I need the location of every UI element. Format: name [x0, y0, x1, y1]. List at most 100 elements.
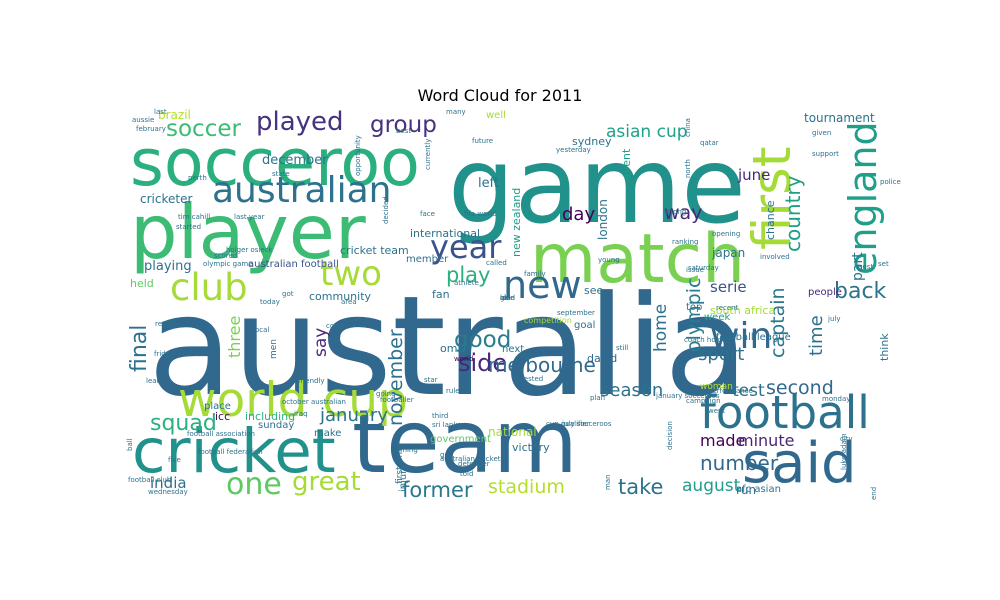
word-china: china [684, 118, 692, 137]
word-soccer: soccer [166, 116, 241, 142]
word-decision: decision [666, 421, 674, 450]
word-three: three [225, 316, 244, 358]
word-january: january [319, 405, 388, 426]
word-support: support [812, 150, 839, 158]
word-socceroo: socceroo [130, 126, 420, 201]
word-competition: competition [524, 316, 572, 325]
word-played: played [256, 107, 344, 137]
word-july-socceroos: july socceroos [561, 420, 612, 428]
word-football-association: football association [187, 430, 255, 438]
word-coming: coming [392, 446, 418, 454]
word-minute: minute [738, 431, 794, 450]
word-friday: friday [154, 350, 174, 358]
word-december: december [262, 153, 328, 168]
word-two: two [320, 254, 382, 294]
word-top: top [686, 302, 702, 313]
word-australian-football: australian football [248, 259, 339, 270]
word-new-zealand: new zealand [510, 188, 523, 257]
word-india: india [150, 474, 187, 492]
word-third: third [432, 412, 448, 420]
word-opportunity: opportunity [354, 135, 362, 176]
word-home: home [651, 304, 671, 352]
word-australia: australia [148, 266, 749, 427]
word-david: david [587, 352, 617, 365]
word-going: going [376, 390, 396, 398]
word-local: local [253, 326, 269, 334]
word-iraq: iraq [294, 410, 308, 418]
word-last-year: last year [234, 213, 265, 221]
chart-title: Word Cloud for 2011 [417, 86, 583, 105]
word-olympic: olympic [683, 278, 705, 352]
word-plan: plan [590, 394, 605, 402]
word-state: state [272, 170, 290, 178]
word-world-cup: world cup [178, 373, 408, 428]
word-friendly: friendly [298, 377, 325, 385]
word-olympic-game: olympic game [203, 260, 253, 268]
word-aussie: aussie [132, 116, 154, 124]
word-way: way [664, 202, 702, 224]
word-group: group [370, 112, 437, 138]
word-squad: squad [150, 411, 217, 436]
word-july: july [827, 315, 840, 323]
word-february: february [136, 125, 166, 133]
word-think: think [878, 333, 891, 361]
word-sunday: sunday [258, 420, 294, 431]
word-city: city [840, 435, 853, 443]
word-football-league: football league [716, 332, 791, 343]
word-win: win [710, 316, 772, 357]
word-held: held [130, 277, 154, 290]
word-england: england [841, 121, 885, 275]
word-woman: woman [700, 382, 733, 392]
word-opening: opening [712, 230, 740, 238]
word-still: still [616, 344, 628, 352]
word-part: part [850, 252, 866, 281]
word-club: club [170, 266, 248, 309]
word-great: great [292, 467, 361, 497]
word-first: first [742, 146, 803, 250]
word-holger-osieck: holger osieck [226, 246, 274, 254]
word-qatar: qatar [700, 139, 719, 147]
word-team: team [352, 391, 578, 493]
word-sport: sport [698, 344, 744, 365]
word-day: day [562, 204, 595, 225]
word-asian-cup: asian cup [606, 122, 688, 142]
word-made: made [700, 431, 745, 450]
word-yesterday: yesterday [556, 146, 591, 154]
word-next: next [502, 344, 524, 355]
word-well: well [486, 110, 506, 121]
word-victory: victory [512, 441, 550, 454]
word-scored: scored [214, 252, 237, 260]
word-family: family [524, 270, 546, 278]
word-got: got [282, 290, 294, 298]
word-place: place [204, 401, 231, 412]
word-currently: currently [424, 139, 432, 170]
word-wednesday: wednesday [148, 488, 188, 496]
word-man: man [604, 474, 612, 490]
word-left: left [478, 176, 499, 191]
word-defender: defender [458, 460, 490, 468]
word-north: north [684, 159, 692, 178]
word-community: community [309, 290, 372, 303]
word-week: week [704, 312, 730, 323]
word-test: test [732, 381, 765, 401]
word-started: started [176, 223, 201, 231]
word-final: final [127, 325, 152, 372]
word-world: world [454, 355, 473, 363]
word-say: say [311, 328, 331, 357]
word-last: last [154, 108, 167, 116]
word-make: make [314, 428, 341, 439]
word-look: look [520, 352, 536, 360]
word-country: country [781, 175, 805, 252]
word-member: member [406, 254, 449, 265]
word-tournament: tournament [804, 111, 875, 125]
word-cricket-team: cricket team [340, 244, 409, 257]
word-injury: injury [398, 464, 409, 492]
word-back: back [834, 279, 887, 304]
word-former: former [402, 478, 473, 502]
word-lot: lot [500, 294, 509, 302]
word-second: second [766, 377, 834, 399]
word-court: court [326, 322, 344, 330]
word-people: people [808, 287, 842, 298]
word-future: future [472, 137, 493, 145]
